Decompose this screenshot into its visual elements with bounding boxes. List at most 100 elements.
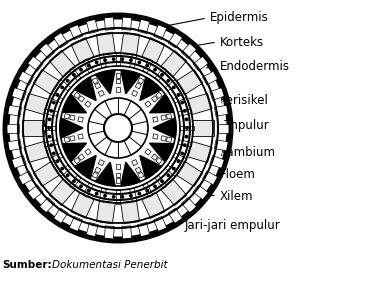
FancyBboxPatch shape <box>203 70 220 85</box>
Circle shape <box>80 68 82 71</box>
FancyBboxPatch shape <box>5 105 22 116</box>
FancyBboxPatch shape <box>5 123 19 133</box>
FancyBboxPatch shape <box>86 222 98 239</box>
Bar <box>143 59 153 73</box>
Bar <box>130 188 137 202</box>
Circle shape <box>184 144 186 146</box>
Circle shape <box>181 101 184 104</box>
Circle shape <box>60 70 176 186</box>
FancyBboxPatch shape <box>26 55 43 71</box>
Circle shape <box>185 118 188 121</box>
FancyBboxPatch shape <box>168 30 184 48</box>
FancyBboxPatch shape <box>68 216 82 234</box>
Bar <box>116 52 120 66</box>
FancyBboxPatch shape <box>104 226 114 241</box>
Bar <box>116 73 120 78</box>
Text: Xilem: Xilem <box>220 190 253 203</box>
Bar <box>49 153 63 163</box>
Bar <box>95 167 101 173</box>
FancyBboxPatch shape <box>168 208 184 225</box>
Bar <box>57 79 71 91</box>
Bar <box>138 172 144 178</box>
Circle shape <box>73 180 75 182</box>
Circle shape <box>167 80 169 82</box>
Circle shape <box>112 58 115 60</box>
Bar <box>70 136 75 141</box>
Bar <box>85 101 91 107</box>
Circle shape <box>53 152 55 154</box>
Circle shape <box>73 74 75 76</box>
Circle shape <box>130 59 132 62</box>
Bar <box>43 126 55 130</box>
FancyBboxPatch shape <box>38 42 55 58</box>
Polygon shape <box>62 143 86 162</box>
Bar <box>166 114 172 119</box>
Bar <box>71 38 94 64</box>
Circle shape <box>161 180 163 182</box>
Circle shape <box>186 127 188 129</box>
Bar <box>69 68 81 81</box>
Bar <box>116 79 120 84</box>
FancyBboxPatch shape <box>16 70 33 85</box>
Circle shape <box>138 192 141 195</box>
Circle shape <box>66 174 69 176</box>
FancyBboxPatch shape <box>9 87 26 100</box>
Bar <box>83 183 93 197</box>
Circle shape <box>48 118 51 121</box>
Text: Epidermis: Epidermis <box>210 11 269 25</box>
Bar <box>24 141 49 163</box>
FancyBboxPatch shape <box>138 17 150 34</box>
Bar <box>98 90 104 96</box>
Text: Perisikel: Perisikel <box>220 93 269 107</box>
Bar <box>116 87 120 92</box>
Text: Kambium: Kambium <box>220 146 276 158</box>
Text: Dokumentasi Penerbit: Dokumentasi Penerbit <box>52 260 168 270</box>
Bar <box>99 188 106 202</box>
FancyBboxPatch shape <box>203 171 220 186</box>
Text: Empulur: Empulur <box>220 119 270 133</box>
FancyBboxPatch shape <box>154 216 168 234</box>
Bar <box>98 160 104 166</box>
Bar <box>145 101 151 107</box>
Circle shape <box>61 167 63 170</box>
Circle shape <box>95 192 98 195</box>
Bar <box>92 172 98 178</box>
Bar <box>116 164 120 169</box>
Bar <box>116 190 120 203</box>
FancyBboxPatch shape <box>193 55 210 71</box>
Circle shape <box>56 160 59 162</box>
Text: Korteks: Korteks <box>220 36 264 48</box>
Circle shape <box>66 80 69 82</box>
Circle shape <box>121 196 124 198</box>
Bar <box>44 109 58 116</box>
Circle shape <box>173 86 175 89</box>
Bar <box>78 134 83 139</box>
Circle shape <box>184 110 186 112</box>
Circle shape <box>181 152 184 154</box>
Text: Endodermis: Endodermis <box>220 60 290 72</box>
Bar <box>24 93 49 115</box>
FancyBboxPatch shape <box>52 30 68 48</box>
FancyBboxPatch shape <box>5 140 22 151</box>
Polygon shape <box>121 70 141 94</box>
Bar <box>116 178 120 183</box>
Circle shape <box>177 93 180 96</box>
Circle shape <box>48 135 51 138</box>
Bar <box>176 70 203 95</box>
Bar <box>161 115 166 120</box>
FancyBboxPatch shape <box>181 198 198 215</box>
Bar <box>49 93 63 103</box>
Bar <box>173 153 187 163</box>
Bar <box>33 70 60 95</box>
Bar <box>57 165 71 177</box>
Bar <box>64 114 70 119</box>
Bar <box>85 149 91 155</box>
Circle shape <box>104 59 106 62</box>
Bar <box>192 120 214 136</box>
Bar <box>97 200 116 224</box>
Circle shape <box>104 195 106 197</box>
Circle shape <box>23 33 213 223</box>
Circle shape <box>80 185 82 188</box>
Circle shape <box>95 61 98 64</box>
Circle shape <box>161 74 163 76</box>
